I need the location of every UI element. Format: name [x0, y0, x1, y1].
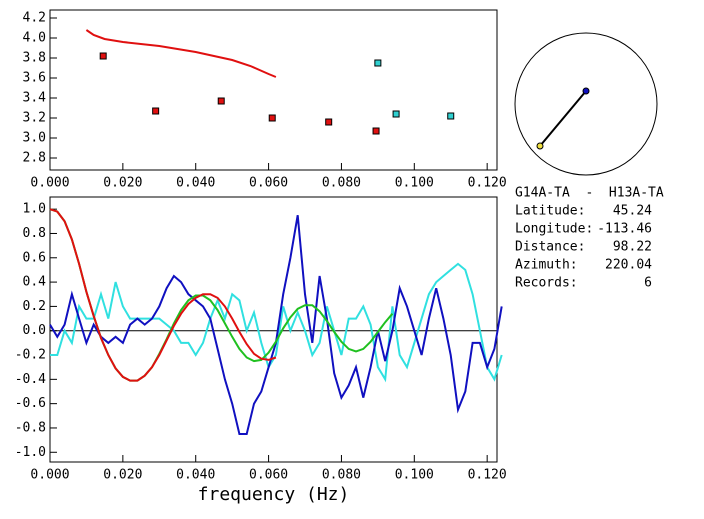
- y-tick-label: 0.6: [23, 250, 46, 265]
- y-tick-label: -0.8: [15, 420, 46, 435]
- y-tick-label: 0.2: [23, 299, 46, 314]
- plot-frame: [49, 9, 498, 171]
- info-label: Records:: [515, 276, 578, 291]
- data-point: [392, 110, 400, 118]
- x-tick-label: 0.040: [176, 468, 215, 483]
- x-tick-label: 0.060: [249, 176, 288, 191]
- y-tick-label: -0.4: [15, 372, 46, 387]
- data-point: [217, 97, 225, 105]
- data-line: [49, 208, 277, 382]
- x-tick-label: 0.100: [395, 468, 434, 483]
- y-tick-label: 1.0: [23, 202, 46, 217]
- x-tick-label: 0.000: [30, 176, 69, 191]
- info-value: 45.24: [613, 204, 652, 219]
- y-tick-label: 0.0: [23, 323, 46, 338]
- y-tick-label: -0.2: [15, 348, 46, 363]
- plot-frame: [49, 196, 498, 463]
- data-line: [49, 215, 503, 435]
- x-axis-label: frequency (Hz): [198, 484, 350, 505]
- info-value: 98.22: [613, 240, 652, 255]
- x-tick-label: 0.120: [468, 176, 507, 191]
- info-label: Latitude:: [515, 204, 585, 219]
- data-point: [447, 112, 455, 120]
- info-value: 220.04: [605, 258, 652, 273]
- station-title: G14A-TA - H13A-TA: [515, 186, 664, 201]
- y-tick-label: 3.4: [23, 91, 47, 106]
- x-tick-label: 0.020: [103, 468, 142, 483]
- source-marker: [536, 142, 544, 150]
- data-line: [50, 262, 503, 383]
- data-line: [85, 29, 277, 78]
- x-tick-label: 0.100: [395, 176, 434, 191]
- info-value: 6: [644, 276, 652, 291]
- y-tick-label: 0.8: [23, 226, 46, 241]
- x-tick-label: 0.080: [322, 176, 361, 191]
- x-tick-label: 0.080: [322, 468, 361, 483]
- y-tick-label: 3.8: [23, 51, 46, 66]
- data-point: [372, 127, 380, 135]
- map-circle: [514, 32, 658, 176]
- y-tick-label: 3.6: [23, 71, 46, 86]
- path-line: [539, 90, 587, 147]
- info-label: Azimuth:: [515, 258, 578, 273]
- y-tick-label: -0.6: [15, 396, 46, 411]
- x-tick-label: 0.060: [249, 468, 288, 483]
- y-tick-label: 4.2: [23, 11, 46, 26]
- x-tick-label: 0.040: [176, 176, 215, 191]
- info-label: Longitude:: [515, 222, 593, 237]
- station-marker: [582, 87, 590, 95]
- y-tick-label: 0.4: [23, 275, 47, 290]
- data-point: [99, 52, 107, 60]
- data-point: [325, 118, 333, 126]
- data-point: [374, 59, 382, 67]
- data-point: [268, 114, 276, 122]
- info-label: Distance:: [515, 240, 585, 255]
- x-tick-label: 0.020: [103, 176, 142, 191]
- y-tick-label: 3.2: [23, 111, 46, 126]
- y-tick-label: 4.0: [23, 31, 46, 46]
- x-tick-label: 0.000: [30, 468, 69, 483]
- y-tick-label: -1.0: [15, 445, 46, 460]
- data-point: [152, 107, 160, 115]
- x-tick-label: 0.120: [468, 468, 507, 483]
- info-value: -113.46: [597, 222, 652, 237]
- y-tick-label: 3.0: [23, 131, 46, 146]
- y-tick-label: 2.8: [23, 151, 46, 166]
